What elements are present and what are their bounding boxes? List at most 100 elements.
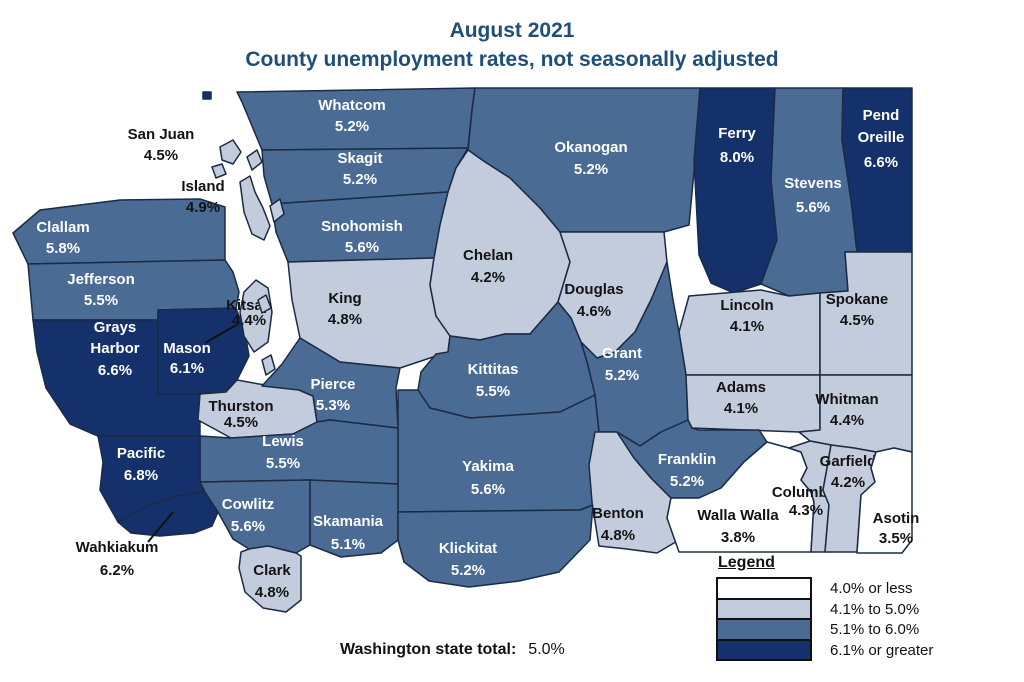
- legend-title: Legend: [718, 554, 775, 571]
- point-roberts-shape: [202, 91, 212, 100]
- county-kittitas-label: Kittitas: [468, 361, 519, 378]
- county-king: King 4.8%: [287, 257, 451, 369]
- county-garfield: Garfield 4.2%: [820, 444, 877, 553]
- county-benton-rate: 4.8%: [601, 527, 635, 544]
- county-skamania-label: Skamania: [313, 513, 384, 530]
- county-clark-label: Clark: [253, 562, 291, 579]
- county-pacific-label: Pacific: [117, 445, 165, 462]
- county-chelan: Chelan 4.2%: [429, 149, 571, 341]
- county-kittitas-rate: 5.5%: [476, 383, 510, 400]
- county-garfield-rate: 4.2%: [831, 474, 865, 491]
- county-king-rate: 4.8%: [328, 311, 362, 328]
- county-skagit-label: Skagit: [337, 150, 382, 167]
- county-asotin-rate: 3.5%: [879, 530, 913, 547]
- county-jefferson: Jefferson 5.5%: [27, 259, 240, 321]
- county-clallam: Clallam 5.8%: [12, 198, 226, 265]
- county-pend-oreille-rate: 6.6%: [864, 154, 898, 171]
- county-snohomish: Snohomish 5.6%: [271, 191, 449, 263]
- county-island-rate: 4.9%: [186, 199, 220, 216]
- county-ferry-rate: 8.0%: [720, 149, 754, 166]
- county-garfield-label: Garfield: [820, 453, 877, 470]
- state-total: Washington state total: 5.0%: [340, 641, 565, 659]
- county-okanogan-rate: 5.2%: [574, 161, 608, 178]
- county-skagit: Skagit 5.2%: [261, 147, 469, 205]
- county-pierce-label: Pierce: [310, 376, 355, 393]
- county-skagit-rate: 5.2%: [343, 171, 377, 188]
- county-wahkiakum-shape: [117, 491, 219, 537]
- state-total-label: Washington state total:: [340, 641, 517, 658]
- puget-island-shape2: [257, 294, 272, 314]
- county-san-juan-rate: 4.5%: [144, 147, 178, 164]
- county-spokane-label: Spokane: [826, 291, 889, 308]
- county-franklin-rate: 5.2%: [670, 473, 704, 490]
- county-douglas: Douglas 4.6%: [557, 231, 668, 359]
- county-kitsap-rate: 4.4%: [232, 312, 266, 329]
- county-lincoln-label: Lincoln: [720, 297, 773, 314]
- county-franklin: Franklin 5.2%: [616, 419, 768, 499]
- county-benton: Benton 4.8%: [588, 431, 680, 554]
- county-thurston: Thurston 4.5%: [197, 379, 318, 439]
- county-skamania-shape: [309, 479, 399, 558]
- county-klickitat: Klickitat 5.2%: [397, 504, 594, 588]
- county-san-juan-label: San Juan: [128, 126, 195, 143]
- page-title: August 2021 County unemployment rates, n…: [0, 16, 1024, 74]
- county-mason-rate: 6.1%: [170, 360, 204, 377]
- county-adams-label: Adams: [716, 379, 766, 396]
- county-adams-rate: 4.1%: [724, 400, 758, 417]
- legend: Legend 4.0% or less 4.1% to 5.0% 5.1% to…: [716, 554, 933, 661]
- county-whatcom: Whatcom 5.2%: [236, 87, 476, 151]
- county-cowlitz-rate: 5.6%: [231, 518, 265, 535]
- county-pend-oreille-label2: Oreille: [858, 129, 905, 146]
- county-pend-oreille-label1: Pend: [863, 107, 900, 124]
- county-san-juan-shape3: [211, 163, 227, 179]
- county-snohomish-rate: 5.6%: [345, 239, 379, 256]
- county-san-juan-shape2: [246, 149, 263, 171]
- county-yakima-label: Yakima: [462, 458, 514, 475]
- county-asotin-shape: [856, 447, 913, 554]
- county-king-label: King: [328, 290, 361, 307]
- county-island-label: Island: [181, 178, 224, 195]
- legend-swatch-dark: [718, 638, 810, 659]
- county-douglas-rate: 4.6%: [577, 303, 611, 320]
- county-klickitat-label: Klickitat: [439, 540, 497, 557]
- county-klickitat-shape: [397, 504, 594, 588]
- legend-swatch-medium: [718, 618, 810, 639]
- legend-label-3: 5.1% to 6.0%: [830, 621, 920, 638]
- county-franklin-label: Franklin: [658, 451, 716, 468]
- county-snohomish-label: Snohomish: [321, 218, 403, 235]
- legend-label-1: 4.0% or less: [830, 580, 913, 597]
- state-total-value: 5.0%: [528, 641, 565, 658]
- county-whitman-label: Whitman: [815, 391, 878, 408]
- county-wahkiakum-rate: 6.2%: [100, 562, 134, 579]
- title-line2: County unemployment rates, not seasonall…: [245, 48, 779, 71]
- kitsap-pointer-line: [204, 323, 239, 344]
- county-whitman-rate: 4.4%: [830, 412, 864, 429]
- county-pierce-rate: 5.3%: [316, 397, 350, 414]
- county-lincoln-rate: 4.1%: [730, 318, 764, 335]
- county-clark-rate: 4.8%: [255, 584, 289, 601]
- county-ferry-label: Ferry: [718, 125, 756, 142]
- legend-label-2: 4.1% to 5.0%: [830, 600, 920, 618]
- county-yakima: Yakima 5.6%: [397, 389, 600, 513]
- county-stevens-label: Stevens: [784, 175, 842, 192]
- county-jefferson-rate: 5.5%: [84, 292, 118, 309]
- county-whitman: Whitman 4.4%: [798, 374, 913, 453]
- county-grant-rate: 5.2%: [605, 367, 639, 384]
- county-island-camano-shape: [269, 198, 285, 223]
- county-grant-label: Grant: [602, 345, 642, 362]
- county-columbia-rate: 4.3%: [789, 502, 823, 519]
- county-mason: Mason 6.1%: [157, 307, 250, 395]
- county-asotin-label: Asotin: [873, 510, 920, 527]
- county-pacific-rate: 6.8%: [124, 467, 158, 484]
- puget-island-shape: [261, 354, 276, 376]
- county-cowlitz-label: Cowlitz: [222, 496, 275, 513]
- county-ferry-shape: [693, 87, 778, 294]
- county-spokane-rate: 4.5%: [840, 312, 874, 329]
- county-yakima-rate: 5.6%: [471, 481, 505, 498]
- county-stevens-rate: 5.6%: [796, 199, 830, 216]
- county-san-juan: San Juan 4.5%: [128, 126, 263, 179]
- county-wahkiakum-label: Wahkiakum: [76, 539, 159, 556]
- county-skamania-rate: 5.1%: [331, 536, 365, 553]
- county-whatcom-label: Whatcom: [318, 97, 386, 114]
